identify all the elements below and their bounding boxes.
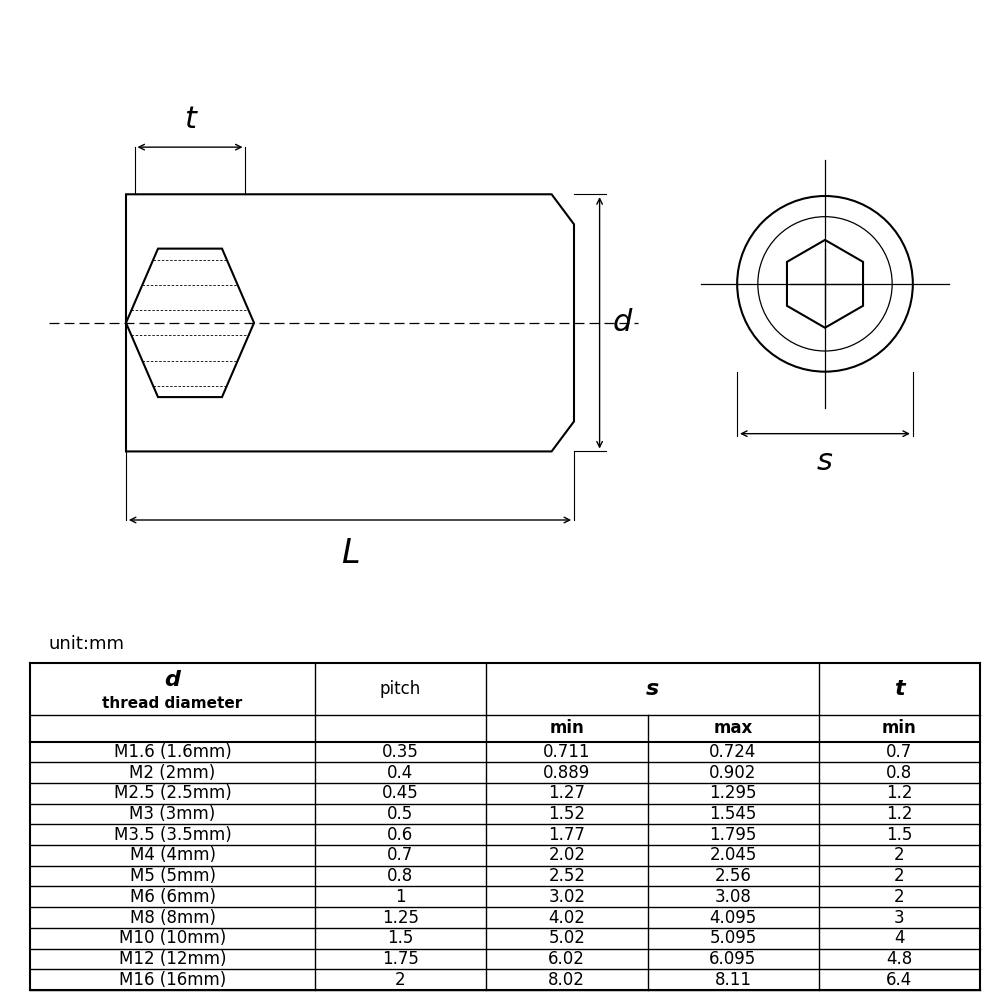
Text: 1.2: 1.2: [886, 805, 912, 823]
Text: s: s: [817, 447, 833, 476]
Text: 0.902: 0.902: [709, 764, 757, 782]
Text: 0.724: 0.724: [709, 743, 757, 761]
Text: 1.295: 1.295: [709, 784, 757, 802]
Text: 4.8: 4.8: [886, 950, 912, 968]
Text: 0.45: 0.45: [382, 784, 419, 802]
Text: 0.8: 0.8: [886, 764, 912, 782]
Text: min: min: [882, 719, 917, 737]
Text: d: d: [165, 670, 180, 690]
Text: 2: 2: [894, 846, 905, 864]
Text: M3 (3mm): M3 (3mm): [129, 805, 216, 823]
Text: 5.095: 5.095: [709, 929, 757, 947]
Text: 8.11: 8.11: [714, 971, 752, 989]
Text: M6 (6mm): M6 (6mm): [130, 888, 216, 906]
Text: 4.02: 4.02: [548, 909, 585, 927]
Text: 8.02: 8.02: [548, 971, 585, 989]
Text: M1.6 (1.6mm): M1.6 (1.6mm): [114, 743, 231, 761]
Text: 1.545: 1.545: [709, 805, 757, 823]
Text: 1.25: 1.25: [382, 909, 419, 927]
Text: 1.75: 1.75: [382, 950, 419, 968]
Text: 0.35: 0.35: [382, 743, 419, 761]
Text: M4 (4mm): M4 (4mm): [130, 846, 216, 864]
Text: d: d: [612, 308, 632, 337]
Text: unit:mm: unit:mm: [49, 635, 125, 653]
Text: 3.08: 3.08: [715, 888, 751, 906]
Text: 6.02: 6.02: [548, 950, 585, 968]
Text: thread diameter: thread diameter: [102, 696, 243, 711]
Text: 4: 4: [894, 929, 904, 947]
Text: 4.095: 4.095: [709, 909, 757, 927]
Text: 1.5: 1.5: [886, 826, 912, 844]
Text: M16 (16mm): M16 (16mm): [119, 971, 226, 989]
Text: 2: 2: [894, 888, 905, 906]
Text: 1.27: 1.27: [548, 784, 585, 802]
Text: min: min: [549, 719, 584, 737]
Text: 2: 2: [395, 971, 406, 989]
Text: 2.045: 2.045: [709, 846, 757, 864]
Text: 0.7: 0.7: [387, 846, 414, 864]
Text: L: L: [341, 537, 359, 570]
Text: max: max: [713, 719, 753, 737]
Text: 1.5: 1.5: [387, 929, 414, 947]
Text: M12 (12mm): M12 (12mm): [119, 950, 226, 968]
Text: 1.52: 1.52: [548, 805, 585, 823]
Text: 1.795: 1.795: [709, 826, 757, 844]
Text: 6.4: 6.4: [886, 971, 912, 989]
Text: M5 (5mm): M5 (5mm): [130, 867, 216, 885]
Text: 5.02: 5.02: [548, 929, 585, 947]
Text: 1.77: 1.77: [548, 826, 585, 844]
Text: 2: 2: [894, 867, 905, 885]
Text: 3: 3: [894, 909, 905, 927]
Text: 2.56: 2.56: [715, 867, 751, 885]
Text: 0.7: 0.7: [886, 743, 912, 761]
Text: 0.8: 0.8: [387, 867, 414, 885]
Text: 1: 1: [395, 888, 406, 906]
Text: t: t: [184, 105, 196, 134]
Text: 2.02: 2.02: [548, 846, 585, 864]
Text: 6.095: 6.095: [709, 950, 757, 968]
Text: 0.889: 0.889: [543, 764, 590, 782]
Text: M3.5 (3.5mm): M3.5 (3.5mm): [114, 826, 231, 844]
Text: M2.5 (2.5mm): M2.5 (2.5mm): [114, 784, 231, 802]
Text: M2 (2mm): M2 (2mm): [129, 764, 216, 782]
Text: t: t: [894, 679, 905, 699]
Text: 0.5: 0.5: [387, 805, 414, 823]
Text: M10 (10mm): M10 (10mm): [119, 929, 226, 947]
Text: s: s: [646, 679, 659, 699]
Text: 2.52: 2.52: [548, 867, 585, 885]
Text: 0.4: 0.4: [387, 764, 414, 782]
Text: M8 (8mm): M8 (8mm): [130, 909, 216, 927]
Text: 0.711: 0.711: [543, 743, 590, 761]
Text: 3.02: 3.02: [548, 888, 585, 906]
Text: pitch: pitch: [380, 680, 421, 698]
Text: 0.6: 0.6: [387, 826, 414, 844]
Text: 1.2: 1.2: [886, 784, 912, 802]
